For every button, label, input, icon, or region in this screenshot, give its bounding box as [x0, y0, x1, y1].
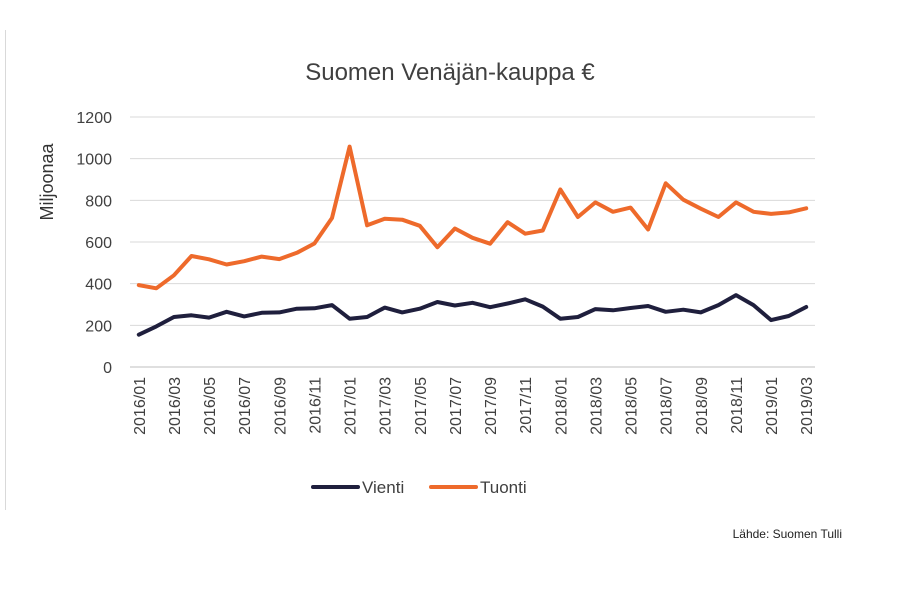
y-axis-label: Miljoonaa — [37, 142, 57, 220]
x-tick-label: 2016/07 — [237, 377, 254, 435]
series-line-vienti — [136, 293, 809, 337]
x-tick-label: 2019/03 — [799, 377, 816, 435]
chart-title: Suomen Venäjän-kauppa € — [305, 59, 595, 86]
y-tick-label: 400 — [85, 277, 112, 294]
x-tick-label: 2016/01 — [132, 377, 149, 435]
x-tick-label: 2018/09 — [694, 377, 711, 435]
x-tick-label: 2016/09 — [272, 377, 289, 435]
x-tick-label: 2018/11 — [729, 377, 746, 434]
y-tick-label: 1200 — [76, 110, 112, 127]
x-tick-label: 2016/05 — [202, 377, 219, 435]
legend: Vienti Tuonti — [311, 478, 527, 497]
x-tick-label: 2016/11 — [307, 377, 324, 434]
x-tick-label: 2017/09 — [483, 377, 500, 435]
y-tick-label: 600 — [85, 235, 112, 252]
x-tick-label: 2017/07 — [448, 377, 465, 435]
x-tick-label: 2017/05 — [413, 377, 430, 435]
frame-border — [5, 30, 6, 510]
y-tick-label: 800 — [85, 193, 112, 210]
y-tick-label: 1000 — [76, 152, 112, 169]
x-tick-label: 2018/07 — [659, 377, 676, 435]
x-tick-label: 2018/03 — [588, 377, 605, 435]
gridlines — [130, 116, 815, 368]
x-tick-label: 2017/11 — [518, 377, 535, 434]
x-tick-label: 2018/05 — [624, 377, 641, 435]
legend-label-tuonti: Tuonti — [480, 478, 527, 497]
legend-label-vienti: Vienti — [362, 478, 404, 497]
y-tick-label: 200 — [85, 318, 112, 335]
x-tick-label: 2017/01 — [343, 377, 360, 435]
x-tick-label: 2017/03 — [378, 377, 395, 435]
y-tick-labels: 0 200 400 600 800 1000 1200 — [76, 110, 112, 377]
series-line-tuonti — [136, 144, 809, 291]
x-tick-label: 2018/01 — [553, 377, 570, 435]
x-tick-label: 2019/01 — [764, 377, 781, 435]
source-note: Lähde: Suomen Tulli — [732, 527, 842, 541]
x-tick-label: 2016/03 — [167, 377, 184, 435]
x-tick-labels: 2016/01 2016/03 2016/05 2016/07 2016/09 2016/… — [132, 377, 816, 435]
series-lines — [136, 144, 809, 337]
y-tick-label: 0 — [103, 360, 112, 377]
